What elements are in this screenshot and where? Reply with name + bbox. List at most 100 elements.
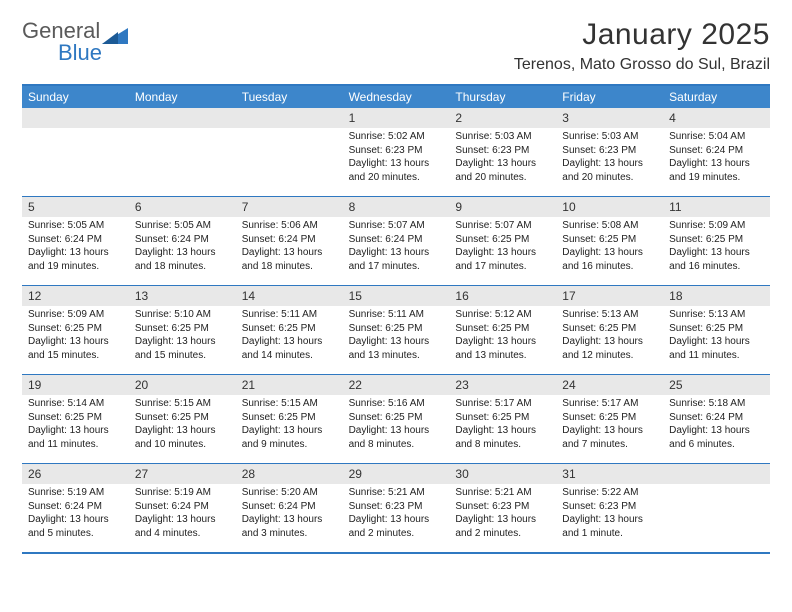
sunrise-text: Sunrise: 5:19 AM xyxy=(28,486,123,500)
day-number: 21 xyxy=(236,375,343,395)
cell-body: Sunrise: 5:21 AMSunset: 6:23 PMDaylight:… xyxy=(343,484,450,546)
daylight-text: Daylight: 13 hours xyxy=(669,157,764,171)
day-number: 14 xyxy=(236,286,343,306)
calendar-cell: 2Sunrise: 5:03 AMSunset: 6:23 PMDaylight… xyxy=(449,108,556,196)
sunset-text: Sunset: 6:25 PM xyxy=(28,411,123,425)
daylight-text: Daylight: 13 hours xyxy=(562,513,657,527)
daylight-text: and 18 minutes. xyxy=(242,260,337,274)
daylight-text: and 15 minutes. xyxy=(28,349,123,363)
daylight-text: Daylight: 13 hours xyxy=(242,335,337,349)
day-header: Monday xyxy=(129,86,236,108)
calendar-cell xyxy=(129,108,236,196)
daylight-text: and 12 minutes. xyxy=(562,349,657,363)
day-number xyxy=(22,108,129,128)
daylight-text: Daylight: 13 hours xyxy=(349,335,444,349)
sunset-text: Sunset: 6:23 PM xyxy=(455,500,550,514)
day-number: 24 xyxy=(556,375,663,395)
weeks-container: 1Sunrise: 5:02 AMSunset: 6:23 PMDaylight… xyxy=(22,108,770,552)
sunrise-text: Sunrise: 5:21 AM xyxy=(455,486,550,500)
daylight-text: and 17 minutes. xyxy=(455,260,550,274)
calendar-cell xyxy=(22,108,129,196)
day-number: 1 xyxy=(343,108,450,128)
daylight-text: and 18 minutes. xyxy=(135,260,230,274)
sunset-text: Sunset: 6:23 PM xyxy=(562,144,657,158)
daylight-text: Daylight: 13 hours xyxy=(455,157,550,171)
month-title: January 2025 xyxy=(514,18,770,52)
sunset-text: Sunset: 6:25 PM xyxy=(242,322,337,336)
cell-body: Sunrise: 5:15 AMSunset: 6:25 PMDaylight:… xyxy=(129,395,236,457)
sunset-text: Sunset: 6:25 PM xyxy=(135,411,230,425)
sunrise-text: Sunrise: 5:21 AM xyxy=(349,486,444,500)
daylight-text: and 15 minutes. xyxy=(135,349,230,363)
sunrise-text: Sunrise: 5:13 AM xyxy=(562,308,657,322)
day-header: Friday xyxy=(556,86,663,108)
day-number: 4 xyxy=(663,108,770,128)
cell-body: Sunrise: 5:05 AMSunset: 6:24 PMDaylight:… xyxy=(22,217,129,279)
daylight-text: Daylight: 13 hours xyxy=(349,157,444,171)
day-number: 16 xyxy=(449,286,556,306)
sunrise-text: Sunrise: 5:02 AM xyxy=(349,130,444,144)
calendar-cell: 13Sunrise: 5:10 AMSunset: 6:25 PMDayligh… xyxy=(129,286,236,374)
sunrise-text: Sunrise: 5:19 AM xyxy=(135,486,230,500)
daylight-text: Daylight: 13 hours xyxy=(562,424,657,438)
sunset-text: Sunset: 6:25 PM xyxy=(455,233,550,247)
day-number: 27 xyxy=(129,464,236,484)
day-number: 7 xyxy=(236,197,343,217)
header: GeneralBlue January 2025 Terenos, Mato G… xyxy=(22,18,770,74)
sunrise-text: Sunrise: 5:08 AM xyxy=(562,219,657,233)
cell-body: Sunrise: 5:07 AMSunset: 6:25 PMDaylight:… xyxy=(449,217,556,279)
location-text: Terenos, Mato Grosso do Sul, Brazil xyxy=(514,56,770,74)
calendar-cell: 10Sunrise: 5:08 AMSunset: 6:25 PMDayligh… xyxy=(556,197,663,285)
calendar-cell: 25Sunrise: 5:18 AMSunset: 6:24 PMDayligh… xyxy=(663,375,770,463)
sunrise-text: Sunrise: 5:04 AM xyxy=(669,130,764,144)
cell-body: Sunrise: 5:13 AMSunset: 6:25 PMDaylight:… xyxy=(556,306,663,368)
day-number: 19 xyxy=(22,375,129,395)
cell-body: Sunrise: 5:13 AMSunset: 6:25 PMDaylight:… xyxy=(663,306,770,368)
sunset-text: Sunset: 6:24 PM xyxy=(242,233,337,247)
calendar-cell: 23Sunrise: 5:17 AMSunset: 6:25 PMDayligh… xyxy=(449,375,556,463)
calendar-cell: 19Sunrise: 5:14 AMSunset: 6:25 PMDayligh… xyxy=(22,375,129,463)
sunrise-text: Sunrise: 5:13 AM xyxy=(669,308,764,322)
cell-body: Sunrise: 5:14 AMSunset: 6:25 PMDaylight:… xyxy=(22,395,129,457)
day-number: 29 xyxy=(343,464,450,484)
day-number: 23 xyxy=(449,375,556,395)
brand-triangle-icon xyxy=(102,28,128,44)
calendar-cell: 22Sunrise: 5:16 AMSunset: 6:25 PMDayligh… xyxy=(343,375,450,463)
calendar-cell: 27Sunrise: 5:19 AMSunset: 6:24 PMDayligh… xyxy=(129,464,236,552)
daylight-text: and 4 minutes. xyxy=(135,527,230,541)
sunset-text: Sunset: 6:25 PM xyxy=(349,322,444,336)
sunrise-text: Sunrise: 5:09 AM xyxy=(28,308,123,322)
cell-body: Sunrise: 5:07 AMSunset: 6:24 PMDaylight:… xyxy=(343,217,450,279)
sunset-text: Sunset: 6:25 PM xyxy=(562,322,657,336)
daylight-text: and 2 minutes. xyxy=(455,527,550,541)
sunset-text: Sunset: 6:24 PM xyxy=(28,233,123,247)
cell-body: Sunrise: 5:19 AMSunset: 6:24 PMDaylight:… xyxy=(129,484,236,546)
cell-body: Sunrise: 5:05 AMSunset: 6:24 PMDaylight:… xyxy=(129,217,236,279)
daylight-text: Daylight: 13 hours xyxy=(242,246,337,260)
day-number: 10 xyxy=(556,197,663,217)
calendar-cell: 31Sunrise: 5:22 AMSunset: 6:23 PMDayligh… xyxy=(556,464,663,552)
daylight-text: and 14 minutes. xyxy=(242,349,337,363)
sunrise-text: Sunrise: 5:07 AM xyxy=(349,219,444,233)
calendar-cell: 16Sunrise: 5:12 AMSunset: 6:25 PMDayligh… xyxy=(449,286,556,374)
cell-body: Sunrise: 5:15 AMSunset: 6:25 PMDaylight:… xyxy=(236,395,343,457)
daylight-text: and 9 minutes. xyxy=(242,438,337,452)
calendar-cell: 12Sunrise: 5:09 AMSunset: 6:25 PMDayligh… xyxy=(22,286,129,374)
cell-body: Sunrise: 5:11 AMSunset: 6:25 PMDaylight:… xyxy=(343,306,450,368)
week-row: 26Sunrise: 5:19 AMSunset: 6:24 PMDayligh… xyxy=(22,463,770,552)
sunrise-text: Sunrise: 5:17 AM xyxy=(455,397,550,411)
sunset-text: Sunset: 6:25 PM xyxy=(669,233,764,247)
sunrise-text: Sunrise: 5:12 AM xyxy=(455,308,550,322)
daylight-text: and 8 minutes. xyxy=(455,438,550,452)
cell-body: Sunrise: 5:02 AMSunset: 6:23 PMDaylight:… xyxy=(343,128,450,190)
day-number: 6 xyxy=(129,197,236,217)
daylight-text: and 19 minutes. xyxy=(28,260,123,274)
calendar-cell xyxy=(236,108,343,196)
sunrise-text: Sunrise: 5:11 AM xyxy=(242,308,337,322)
week-row: 5Sunrise: 5:05 AMSunset: 6:24 PMDaylight… xyxy=(22,196,770,285)
daylight-text: Daylight: 13 hours xyxy=(349,424,444,438)
sunrise-text: Sunrise: 5:11 AM xyxy=(349,308,444,322)
calendar-cell xyxy=(663,464,770,552)
sunrise-text: Sunrise: 5:03 AM xyxy=(455,130,550,144)
day-number: 8 xyxy=(343,197,450,217)
